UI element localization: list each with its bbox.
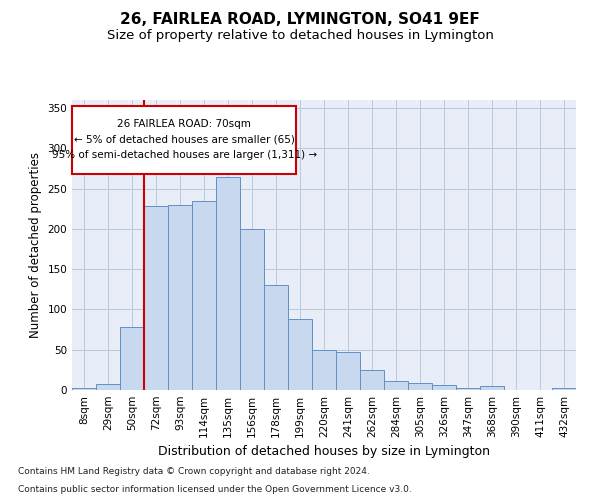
Text: Size of property relative to detached houses in Lymington: Size of property relative to detached ho… (107, 29, 493, 42)
FancyBboxPatch shape (72, 106, 296, 174)
Bar (336, 352, 360, 390)
Bar (192, 200, 216, 390)
Bar (384, 381, 408, 390)
Bar (552, 388, 576, 390)
Text: Contains public sector information licensed under the Open Government Licence v3: Contains public sector information licen… (18, 485, 412, 494)
Bar (72, 388, 96, 390)
Bar (360, 370, 384, 390)
Text: 26 FAIRLEA ROAD: 70sqm
← 5% of detached houses are smaller (65)
95% of semi-deta: 26 FAIRLEA ROAD: 70sqm ← 5% of detached … (52, 120, 317, 160)
Bar (264, 286, 288, 390)
Bar (456, 388, 480, 390)
Bar (408, 383, 432, 390)
Y-axis label: Number of detached properties: Number of detached properties (29, 152, 42, 338)
Bar (240, 229, 264, 390)
Bar (144, 206, 168, 390)
Text: Contains HM Land Registry data © Crown copyright and database right 2024.: Contains HM Land Registry data © Crown c… (18, 467, 370, 476)
Bar (480, 386, 504, 390)
Bar (432, 385, 456, 390)
Bar (120, 327, 144, 390)
Bar (96, 384, 120, 390)
X-axis label: Distribution of detached houses by size in Lymington: Distribution of detached houses by size … (158, 446, 490, 458)
Bar (288, 319, 312, 390)
Bar (168, 204, 192, 390)
Bar (216, 176, 240, 390)
Bar (312, 350, 336, 390)
Text: 26, FAIRLEA ROAD, LYMINGTON, SO41 9EF: 26, FAIRLEA ROAD, LYMINGTON, SO41 9EF (120, 12, 480, 28)
